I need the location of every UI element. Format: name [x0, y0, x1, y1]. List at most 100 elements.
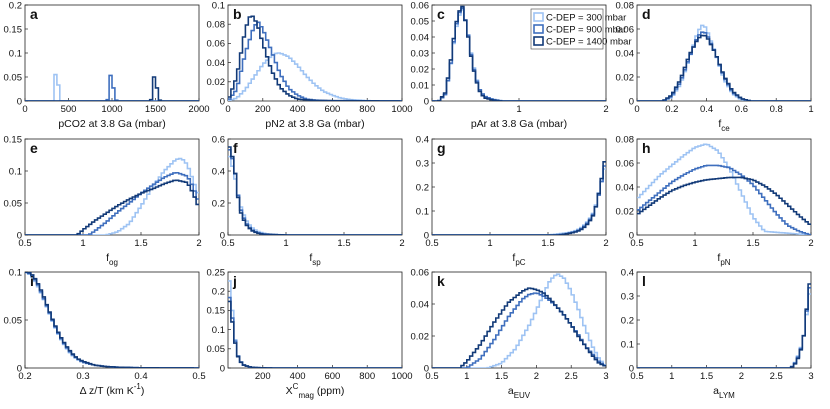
- x-tick-label: 1.5: [700, 371, 713, 382]
- y-tick-label: 0.03: [411, 48, 430, 59]
- panel-k: 0 0.02 0.04 0.06 0.5 1 1.5 2 2.5 3 k aEUV: [411, 267, 609, 400]
- y-tick-label: 0.1: [9, 166, 22, 177]
- y-tick-label: 0.2: [621, 315, 634, 326]
- y-tick-label: 0: [220, 363, 225, 374]
- x-tick-label: 0.4: [134, 371, 147, 382]
- x-tick-label: 1: [487, 238, 492, 249]
- y-tick-label: 0.08: [207, 20, 226, 31]
- panel-letter: f: [233, 140, 238, 156]
- y-tick-label: 0.2: [212, 287, 225, 298]
- x-tick-label: 0.3: [76, 371, 89, 382]
- legend-swatch: [533, 12, 544, 22]
- series-line-1: [432, 168, 606, 235]
- y-tick-label: 0.15: [4, 24, 23, 35]
- series-group: [432, 5, 606, 101]
- y-tick-label: 0.2: [212, 198, 225, 209]
- panel-letter: g: [437, 140, 446, 156]
- panel-letter: a: [30, 6, 38, 22]
- series-group: [637, 283, 811, 368]
- x-tick-label: 200: [255, 371, 271, 382]
- series-group: [25, 157, 199, 235]
- y-tick-label: 0.06: [411, 267, 430, 278]
- panel-letter: j: [232, 273, 237, 289]
- series-line-2: [637, 287, 811, 368]
- panel-frame: [636, 271, 812, 369]
- y-tick-label: 0: [629, 230, 634, 241]
- x-tick-label: 200: [255, 104, 271, 115]
- panel-g: 0 0.1 0.2 0.3 0.4 0.5 1 1.5 2 g fpC: [416, 134, 609, 267]
- x-tick-label: 0.2: [665, 104, 678, 115]
- y-tick-label: 0.4: [212, 166, 225, 177]
- series-line-2: [637, 31, 811, 101]
- y-tick-label: 0.1: [212, 325, 225, 336]
- series-line-3: [228, 300, 402, 368]
- x-tick-label: 1: [283, 238, 288, 249]
- series-group: [228, 280, 402, 368]
- x-axis-label: pCO2 at 3.8 Ga (mbar): [58, 118, 165, 130]
- panel-frame: [24, 138, 200, 236]
- x-tick-label: 400: [290, 371, 306, 382]
- series-line-3: [25, 179, 199, 235]
- x-axis-label: aEUV: [508, 385, 531, 400]
- x-tick-label: 0: [429, 104, 434, 115]
- panel-frame: [227, 271, 403, 369]
- y-tick-label: 0: [220, 96, 225, 107]
- y-tick-label: 0.06: [411, 0, 430, 11]
- x-axis-label: pAr at 3.8 Ga (mbar): [471, 118, 567, 130]
- panel-h: 0 0.02 0.04 0.06 0.08 0.5 1 1.5 2 h fpN: [616, 134, 814, 267]
- x-tick-label: 1: [464, 371, 469, 382]
- x-tick-label: 3: [603, 371, 608, 382]
- y-tick-label: 0.06: [207, 39, 226, 50]
- legend-swatch: [533, 36, 544, 46]
- panel-a: 0 0.05 0.1 0.15 0.2 0 500 1000 1500 2000 a pCO2 at …: [4, 0, 210, 130]
- legend-swatch: [533, 24, 544, 34]
- x-tick-label: 1.5: [134, 238, 147, 249]
- x-tick-label: 1: [808, 104, 813, 115]
- series-line-3: [637, 34, 811, 101]
- x-tick-label: 0.6: [735, 104, 748, 115]
- x-tick-label: 0: [22, 104, 27, 115]
- y-tick-label: 0: [220, 230, 225, 241]
- y-tick-label: 0.15: [207, 306, 226, 317]
- panel-frame: [227, 138, 403, 236]
- series-line-1: [25, 157, 199, 235]
- series-line-2: [228, 149, 402, 235]
- series-line-2: [637, 164, 811, 235]
- y-tick-label: 0.04: [411, 32, 430, 43]
- series-line-2: [432, 292, 606, 368]
- x-tick-label: 0.8: [770, 104, 783, 115]
- y-tick-label: 0.02: [411, 64, 430, 75]
- y-tick-label: 0.01: [411, 80, 430, 91]
- x-tick-label: 2: [603, 104, 608, 115]
- panel-frame: [431, 271, 607, 369]
- series-line-1: [637, 24, 811, 101]
- legend-label: C-DEP = 1400 mbar: [546, 37, 632, 48]
- x-tick-label: 0: [634, 104, 639, 115]
- y-tick-label: 0: [629, 363, 634, 374]
- panel-letter: h: [642, 140, 651, 156]
- y-tick-label: 0: [424, 96, 429, 107]
- x-tick-label: 2: [534, 371, 539, 382]
- x-tick-label: 400: [290, 104, 306, 115]
- x-tick-label: 0.2: [18, 371, 31, 382]
- x-axis-label: aLYM: [713, 385, 735, 400]
- panel-l: 0 0.1 0.2 0.3 0.4 0.5 1 1.5 2 2.5 3 l aLYM: [621, 267, 814, 400]
- y-tick-label: 0.25: [207, 267, 226, 278]
- x-tick-label: 0.5: [192, 371, 205, 382]
- x-tick-label: 1: [669, 371, 674, 382]
- x-axis-label: fce: [718, 118, 730, 133]
- x-tick-label: 0.5: [221, 238, 234, 249]
- legend-label: C-DEP = 900 mbar: [546, 25, 626, 36]
- series-line-3: [432, 5, 606, 101]
- panel-frame: [431, 138, 607, 236]
- y-tick-label: 0.04: [616, 182, 635, 193]
- panel-letter: k: [437, 273, 445, 289]
- series-line-1: [228, 155, 402, 235]
- series-line-3: [637, 283, 811, 368]
- series-line-3: [228, 15, 402, 101]
- series-group: [637, 143, 811, 235]
- y-tick-label: 0: [424, 363, 429, 374]
- y-tick-label: 0.05: [4, 72, 23, 83]
- panel-d: 0 0.02 0.04 0.06 0.08 0 0.2 0.4 0.6 0.8 1 d fce: [616, 0, 814, 133]
- x-tick-label: 1500: [145, 104, 166, 115]
